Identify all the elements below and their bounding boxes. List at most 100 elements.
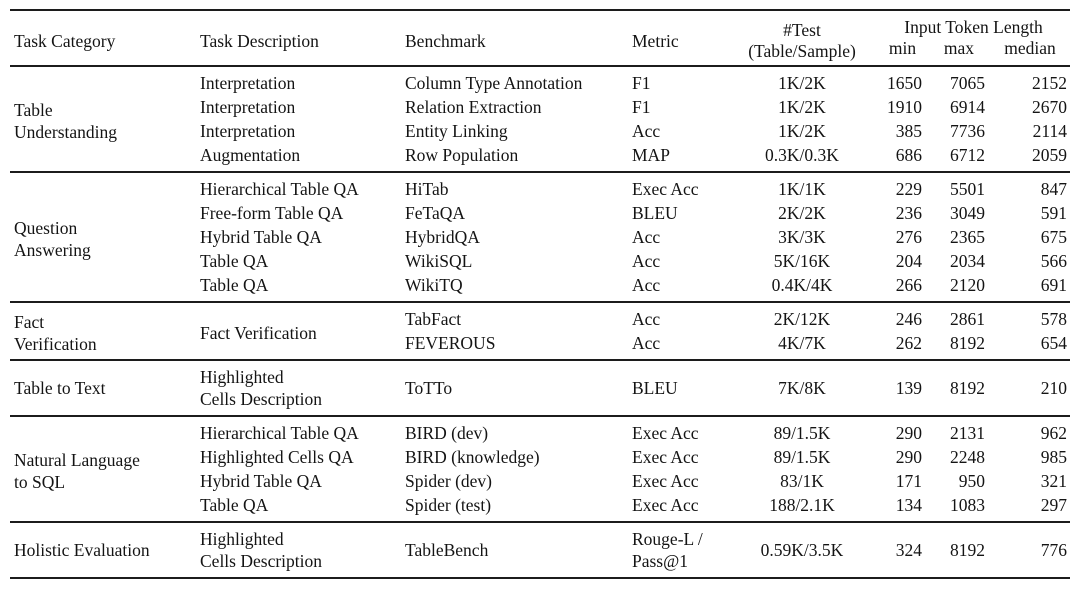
cell-min: 290 — [895, 447, 922, 467]
cell-metric: Acc — [632, 333, 661, 353]
cell-task-description: Hierarchical Table QA — [200, 423, 359, 443]
cell-task-category: Table Understanding — [14, 100, 118, 142]
cell-test: 5K/16K — [773, 251, 831, 271]
cell-benchmark: BIRD (dev) — [405, 423, 489, 443]
cell-min: 324 — [895, 540, 922, 560]
cell-metric: Exec Acc — [632, 179, 699, 199]
cell-task-description: Interpretation — [200, 121, 296, 141]
cell-task-description: Augmentation — [200, 145, 301, 165]
cell-test: 0.3K/0.3K — [765, 145, 839, 165]
cell-task-description: Hybrid Table QA — [200, 227, 322, 247]
table-row: FEVEROUS Acc 4K/7K 262 8192 654 — [10, 331, 1070, 360]
cell-benchmark: FEVEROUS — [405, 333, 496, 353]
cell-metric: Exec Acc — [632, 471, 699, 491]
cell-max: 3049 — [950, 203, 985, 223]
cell-metric: Rouge-L / Pass@1 — [632, 529, 703, 571]
cell-max: 8192 — [950, 333, 985, 353]
table-row: Highlighted Cells QA BIRD (knowledge) Ex… — [10, 445, 1070, 469]
cell-max: 2861 — [950, 309, 985, 329]
cell-benchmark: HybridQA — [405, 227, 480, 247]
table-row: Table QA WikiSQL Acc 5K/16K 204 2034 566 — [10, 249, 1070, 273]
cell-median: 847 — [1040, 179, 1068, 199]
cell-metric: Acc — [632, 227, 661, 247]
cell-max: 1083 — [950, 495, 985, 515]
cell-min: 686 — [895, 145, 922, 165]
cell-task-category: Fact Verification — [14, 312, 97, 354]
cell-test: 1K/2K — [778, 121, 826, 141]
cell-median: 321 — [1040, 471, 1068, 491]
cell-metric: BLEU — [632, 203, 678, 223]
cell-min: 246 — [895, 309, 922, 329]
cell-median: 962 — [1040, 423, 1068, 443]
cell-metric: F1 — [632, 73, 651, 93]
cell-benchmark: Row Population — [405, 145, 519, 165]
cell-test: 1K/2K — [778, 97, 826, 117]
cell-test: 0.59K/3.5K — [760, 540, 844, 560]
cell-median: 210 — [1040, 378, 1068, 398]
cell-task-category: Table to Text — [14, 378, 106, 398]
table-row: Hybrid Table QA HybridQA Acc 3K/3K 276 2… — [10, 225, 1070, 249]
cell-test: 188/2.1K — [769, 495, 835, 515]
table-row: Augmentation Row Population MAP 0.3K/0.3… — [10, 143, 1070, 172]
col-header-test: #Test (Table/Sample) — [748, 20, 856, 61]
cell-benchmark: WikiTQ — [405, 275, 463, 295]
cell-test: 1K/2K — [778, 73, 826, 93]
cell-median: 985 — [1040, 447, 1068, 467]
cell-median: 2670 — [1032, 97, 1068, 117]
section-table-to-text: Table to Text Highlighted Cells Descript… — [10, 360, 1071, 416]
section-fact-verification: Fact Verification Fact Verification TabF… — [10, 302, 1071, 360]
table-row: Natural Language to SQL Hierarchical Tab… — [10, 416, 1070, 492]
cell-median: 2152 — [1032, 73, 1068, 93]
table-caption: Table 4: Statistics of tasks and dataset… — [0, 592, 1080, 594]
cell-max: 7736 — [950, 121, 985, 141]
table-row: Holistic Evaluation Highlighted Cells De… — [10, 522, 1070, 578]
cell-median: 566 — [1040, 251, 1068, 271]
cell-max: 6712 — [950, 145, 985, 165]
cell-benchmark: Relation Extraction — [405, 97, 542, 117]
cell-test: 2K/12K — [773, 309, 831, 329]
cell-max: 2034 — [950, 251, 985, 271]
stats-table: Task Category Task Description Benchmark… — [10, 9, 1071, 579]
cell-min: 139 — [895, 378, 922, 398]
section-question-answering: Question Answering Hierarchical Table QA… — [10, 172, 1071, 302]
cell-metric: Acc — [632, 275, 661, 295]
cell-metric: Acc — [632, 309, 661, 329]
cell-benchmark: Column Type Annotation — [405, 73, 583, 93]
cell-task-description: Highlighted Cells QA — [200, 447, 354, 467]
table-row: Interpretation Entity Linking Acc 1K/2K … — [10, 119, 1070, 143]
table-row: Hybrid Table QA Spider (dev) Exec Acc 83… — [10, 469, 1070, 493]
cell-min: 1910 — [887, 97, 922, 117]
cell-max: 7065 — [950, 73, 985, 93]
header-row-1: Task Category Task Description Benchmark… — [10, 10, 1070, 61]
cell-min: 276 — [895, 227, 922, 247]
cell-min: 134 — [895, 495, 922, 515]
col-header-median: median — [1004, 38, 1056, 58]
cell-benchmark: TableBench — [405, 540, 489, 560]
cell-task-category: Question Answering — [14, 218, 91, 260]
col-header-metric: Metric — [632, 30, 679, 51]
cell-max: 2120 — [950, 275, 985, 295]
cell-metric: MAP — [632, 145, 670, 165]
cell-benchmark: HiTab — [405, 179, 449, 199]
table-row: Table QA Spider (test) Exec Acc 188/2.1K… — [10, 493, 1070, 522]
col-header-input-token-length: Input Token Length — [904, 17, 1043, 37]
cell-metric: BLEU — [632, 378, 678, 398]
table-row: Fact Verification Fact Verification TabF… — [10, 302, 1070, 354]
cell-max: 8192 — [950, 378, 985, 398]
cell-task-description: Hybrid Table QA — [200, 471, 322, 491]
table-row: Question Answering Hierarchical Table QA… — [10, 172, 1070, 260]
cell-max: 2131 — [950, 423, 985, 443]
cell-metric: Acc — [632, 251, 661, 271]
cell-median: 691 — [1040, 275, 1068, 295]
cell-test: 7K/8K — [778, 378, 826, 398]
col-header-task-description: Task Description — [200, 30, 319, 51]
section-table-understanding: Table Understanding Interpretation Colum… — [10, 66, 1071, 172]
cell-median: 591 — [1040, 203, 1068, 223]
cell-task-description: Interpretation — [200, 73, 296, 93]
cell-median: 297 — [1040, 495, 1068, 515]
col-header-task-category: Task Category — [14, 30, 116, 51]
cell-task-category: Holistic Evaluation — [14, 540, 150, 560]
cell-test: 89/1.5K — [773, 447, 831, 467]
cell-test: 2K/2K — [778, 203, 826, 223]
cell-test: 3K/3K — [778, 227, 826, 247]
